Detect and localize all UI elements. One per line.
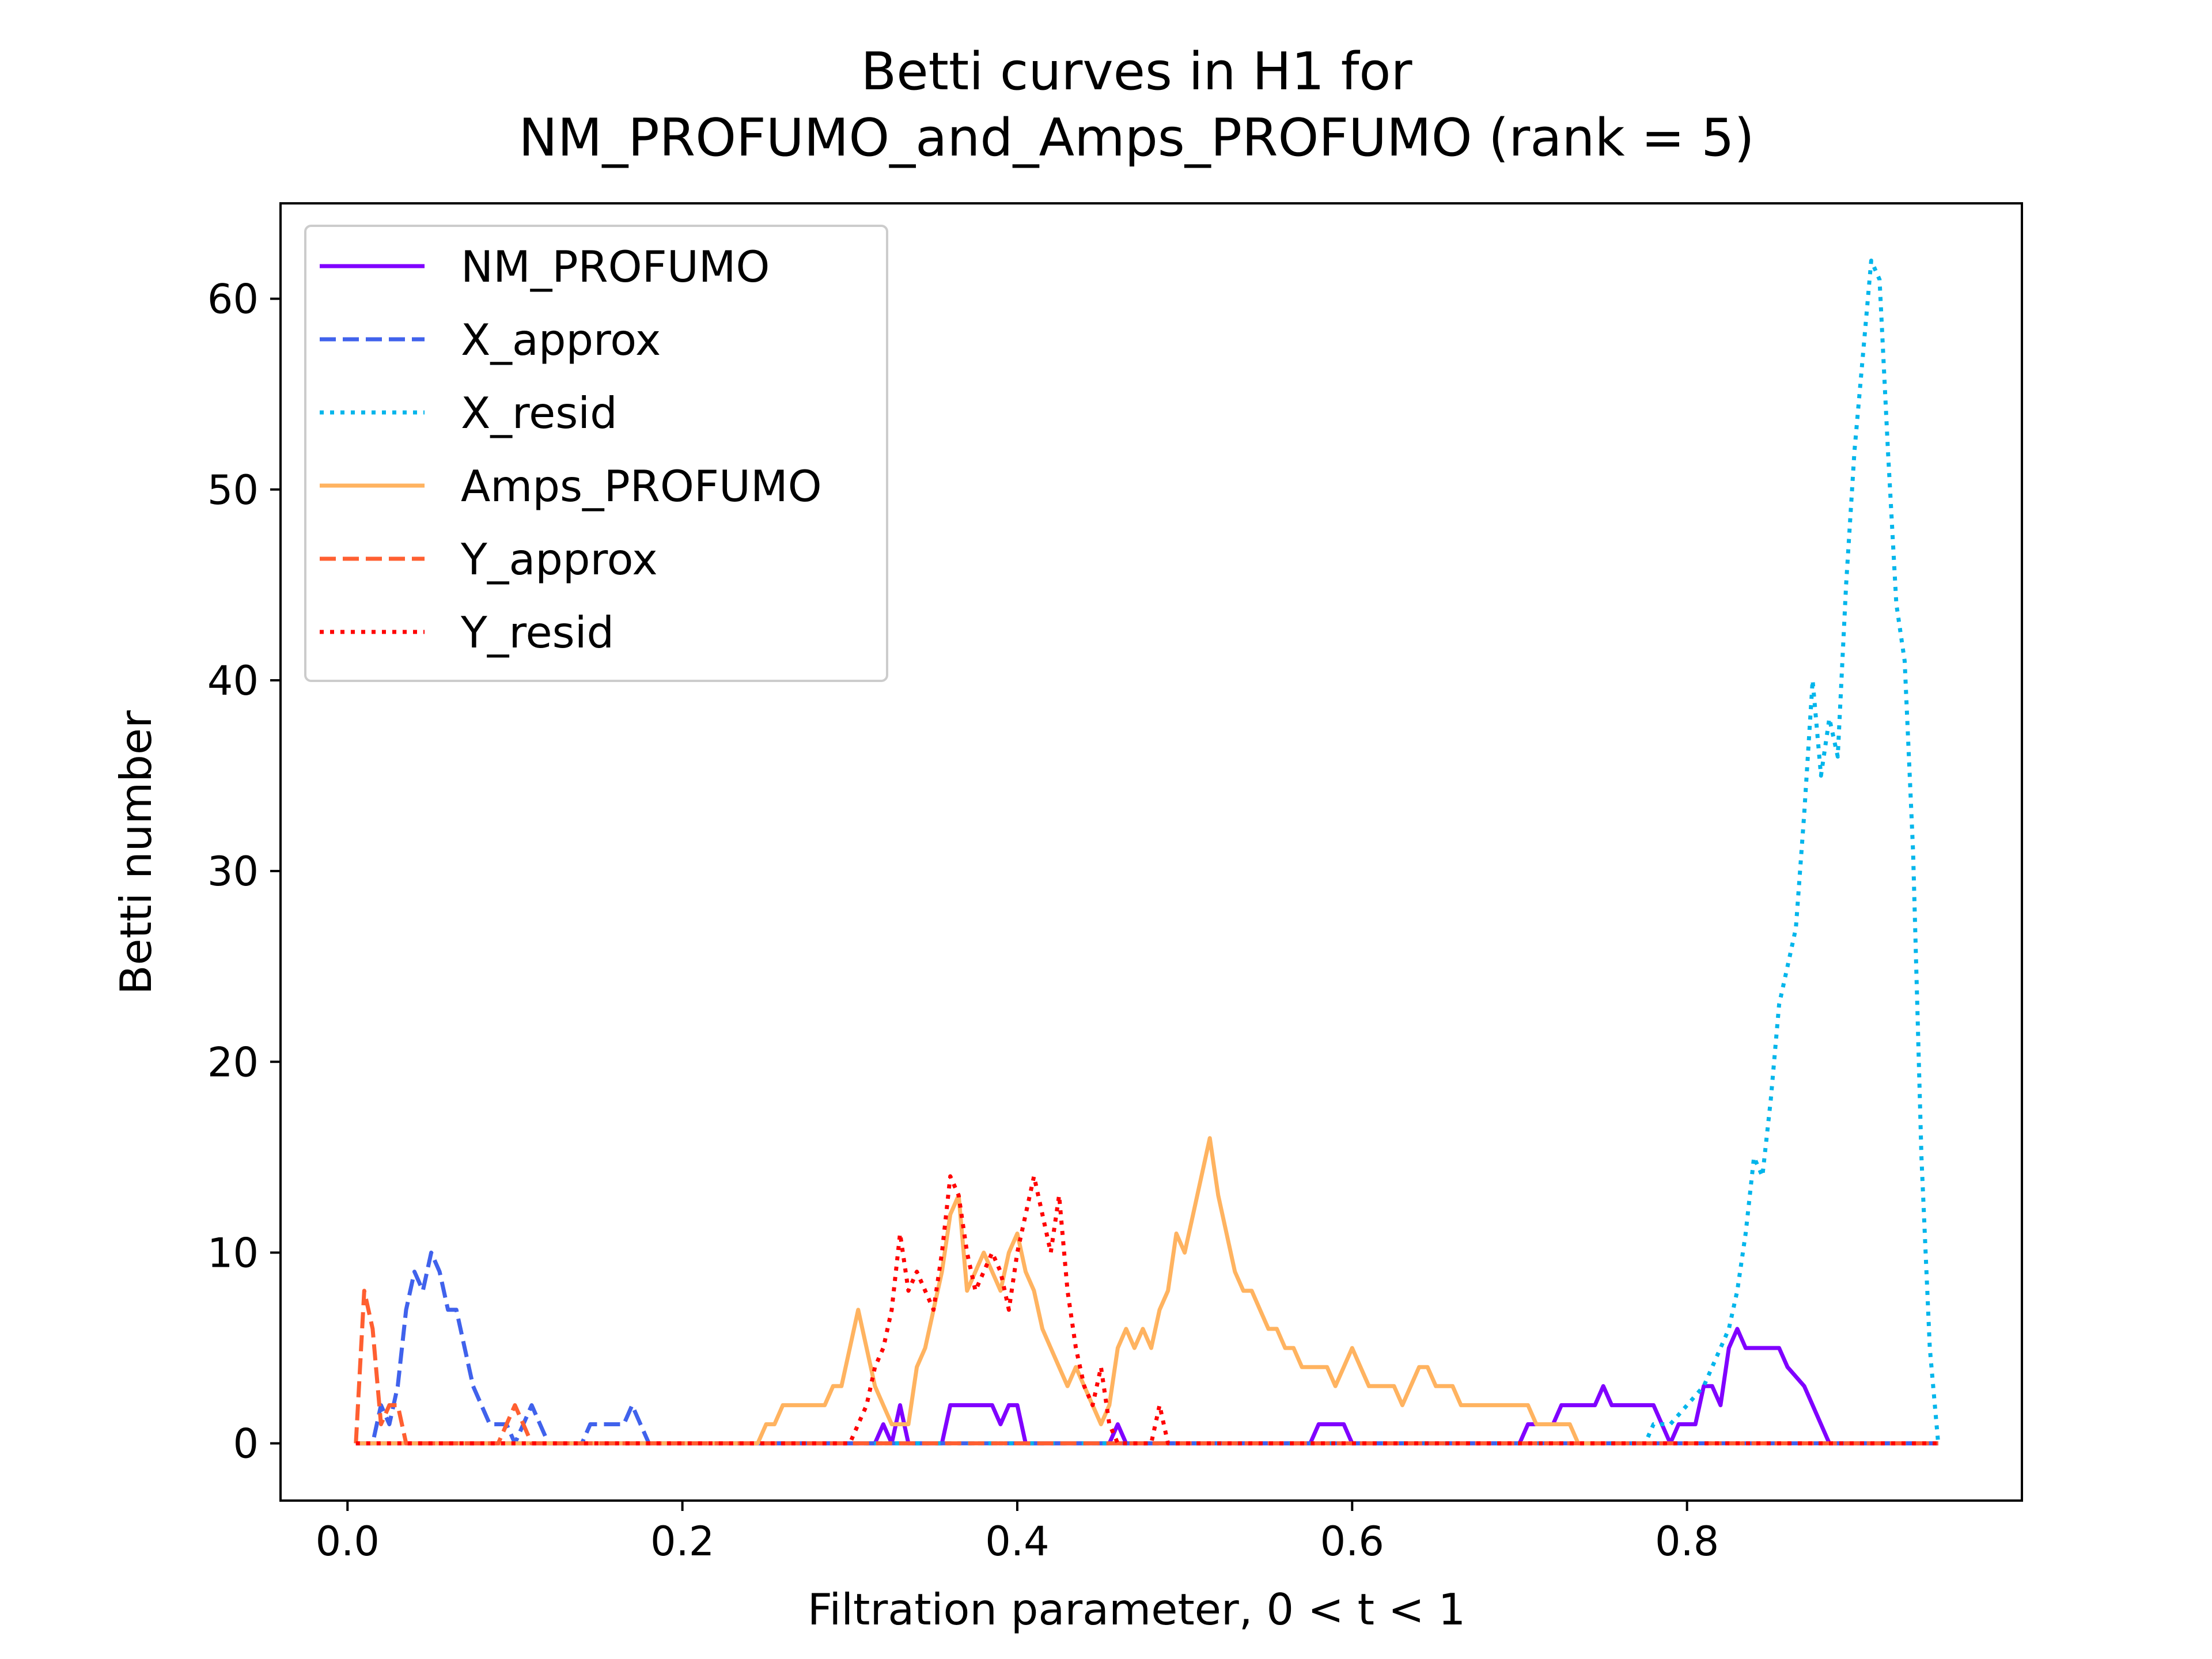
legend-label-y-resid: Y_resid: [460, 607, 614, 658]
chart-title-line-1: Betti curves in H1 for: [861, 41, 1412, 102]
x-tick-label: 0.8: [1655, 1518, 1719, 1565]
axes-layer: 0.0 0.2 0.4 0.6 0.8 0 10 20 30 40 50 60: [207, 202, 2023, 1565]
x-tick-label: 0.4: [985, 1518, 1049, 1565]
legend-label-nm-profumo: NM_PROFUMO: [461, 241, 770, 292]
x-tick-label: 0.0: [316, 1518, 380, 1565]
series-line-x-approx: [355, 1251, 1938, 1446]
series-line-x-resid: [355, 258, 1941, 1446]
x-tick-label: 0.6: [1320, 1518, 1384, 1565]
series-layer: [354, 258, 1941, 1446]
legend-label-x-resid: X_resid: [461, 388, 618, 438]
legend: NM_PROFUMO X_approx X_resid Amps_PROFUMO Y_a…: [304, 225, 888, 682]
legend-label-amps-profumo: Amps_PROFUMO: [461, 461, 822, 512]
y-tick-label: 50: [207, 467, 259, 514]
y-tick-label: 10: [207, 1229, 259, 1277]
y-tick-label: 60: [207, 276, 259, 323]
x-tick-label: 0.2: [650, 1518, 714, 1565]
y-tick-label: 30: [207, 848, 259, 895]
y-axis-label: Betti number: [111, 710, 161, 995]
legend-box: [304, 225, 888, 682]
series-line-amps-profumo: [355, 1136, 1604, 1446]
x-axis-label: Filtration parameter, 0 < t < 1: [808, 1584, 1466, 1635]
y-tick-label: 0: [233, 1421, 259, 1468]
y-tick-label: 40: [207, 657, 259, 704]
legend-label-y-approx: Y_approx: [460, 534, 658, 585]
chart-title-line-2: NM_PROFUMO_and_Amps_PROFUMO (rank = 5): [518, 108, 1754, 168]
y-tick-label: 20: [207, 1039, 259, 1086]
legend-label-x-approx: X_approx: [461, 315, 661, 365]
axes-frame: [279, 202, 2023, 1502]
